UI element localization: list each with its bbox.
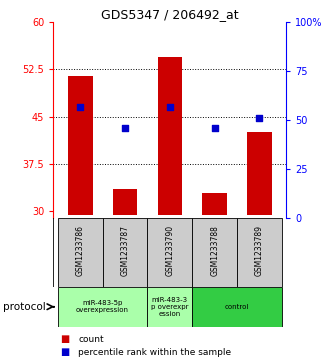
Bar (237, 218, 282, 287)
Text: miR-483-3
p overexpr
ession: miR-483-3 p overexpr ession (151, 297, 188, 317)
Text: percentile rank within the sample: percentile rank within the sample (78, 348, 231, 356)
Text: miR-483-5p
overexpression: miR-483-5p overexpression (76, 300, 129, 313)
Point (212, 125, 217, 131)
Bar (247, 132, 272, 215)
Point (257, 115, 262, 121)
Bar (68, 76, 93, 215)
Text: GSM1233788: GSM1233788 (210, 225, 219, 276)
Text: GSM1233789: GSM1233789 (255, 225, 264, 276)
Bar (148, 218, 192, 287)
Point (167, 104, 172, 110)
Point (122, 125, 128, 131)
Bar (58, 287, 148, 327)
Bar (58, 218, 103, 287)
Text: GSM1233786: GSM1233786 (76, 225, 85, 276)
Text: ■: ■ (60, 347, 69, 357)
Bar (192, 287, 282, 327)
Text: protocol: protocol (3, 302, 46, 312)
Text: control: control (225, 304, 249, 310)
Bar (113, 189, 137, 215)
Bar (202, 192, 227, 215)
Bar (192, 218, 237, 287)
Point (78, 104, 83, 110)
Bar (158, 57, 182, 215)
Title: GDS5347 / 206492_at: GDS5347 / 206492_at (101, 8, 239, 21)
Text: GSM1233787: GSM1233787 (121, 225, 130, 276)
Text: GSM1233790: GSM1233790 (165, 225, 174, 277)
Bar (148, 287, 192, 327)
Text: count: count (78, 335, 104, 344)
Bar (103, 218, 148, 287)
Text: ■: ■ (60, 334, 69, 344)
